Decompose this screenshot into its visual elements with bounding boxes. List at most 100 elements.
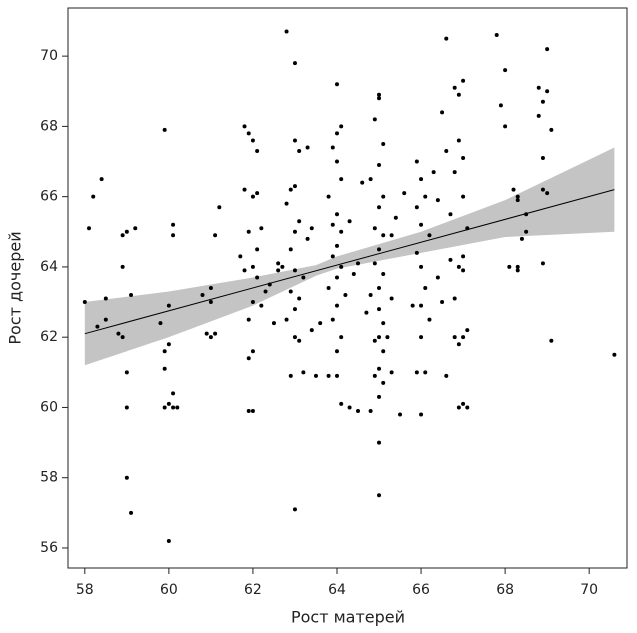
point bbox=[461, 254, 466, 259]
point bbox=[452, 335, 457, 340]
point bbox=[427, 233, 432, 238]
point bbox=[292, 307, 297, 312]
y-tick-label: 64 bbox=[40, 259, 58, 275]
point bbox=[120, 233, 125, 238]
point bbox=[288, 247, 293, 252]
point bbox=[381, 349, 386, 354]
point bbox=[334, 82, 339, 87]
point bbox=[284, 317, 289, 322]
point bbox=[326, 286, 331, 290]
point bbox=[377, 440, 382, 445]
point bbox=[414, 205, 419, 210]
point bbox=[204, 331, 209, 336]
point bbox=[419, 412, 424, 417]
point bbox=[339, 401, 344, 406]
point bbox=[330, 254, 335, 259]
plot-frame bbox=[67, 7, 628, 569]
x-tick-label: 58 bbox=[76, 582, 94, 598]
point bbox=[360, 180, 365, 185]
point bbox=[419, 264, 424, 269]
point bbox=[381, 380, 386, 385]
point bbox=[435, 275, 440, 280]
point bbox=[465, 226, 470, 231]
y-tick-label: 60 bbox=[40, 399, 58, 415]
point bbox=[242, 187, 247, 192]
point bbox=[246, 229, 251, 234]
point bbox=[129, 510, 134, 515]
point bbox=[318, 321, 323, 326]
point bbox=[339, 177, 344, 182]
point bbox=[456, 264, 461, 269]
point bbox=[519, 236, 524, 241]
point bbox=[246, 317, 251, 322]
point bbox=[292, 229, 297, 234]
point bbox=[103, 296, 108, 301]
point bbox=[208, 286, 213, 290]
point bbox=[162, 405, 167, 410]
point bbox=[452, 85, 457, 90]
point bbox=[515, 268, 520, 273]
point bbox=[377, 286, 382, 290]
point bbox=[246, 131, 251, 136]
credible-band bbox=[84, 147, 615, 366]
point bbox=[255, 275, 260, 280]
point bbox=[448, 212, 453, 217]
point bbox=[503, 124, 508, 129]
point bbox=[389, 296, 394, 301]
y-tick-label: 58 bbox=[40, 470, 58, 486]
point bbox=[120, 264, 125, 269]
point bbox=[250, 264, 255, 269]
point bbox=[124, 475, 129, 480]
x-tick-label: 60 bbox=[160, 582, 178, 598]
point bbox=[171, 391, 176, 396]
point bbox=[351, 271, 356, 276]
point bbox=[297, 338, 302, 343]
point bbox=[465, 328, 470, 333]
point bbox=[377, 96, 382, 101]
point bbox=[288, 373, 293, 378]
point bbox=[334, 275, 339, 280]
point bbox=[372, 226, 377, 231]
point bbox=[250, 138, 255, 143]
point bbox=[297, 148, 302, 153]
point bbox=[292, 138, 297, 143]
point bbox=[452, 296, 457, 301]
point bbox=[250, 349, 255, 354]
point bbox=[208, 335, 213, 340]
point bbox=[444, 36, 449, 41]
x-axis-label: Рост матерей bbox=[291, 608, 405, 627]
y-tick-label: 70 bbox=[40, 48, 58, 64]
point bbox=[456, 405, 461, 410]
point bbox=[166, 538, 171, 543]
point bbox=[255, 148, 260, 153]
point bbox=[381, 321, 386, 326]
point bbox=[301, 275, 306, 280]
point bbox=[263, 289, 268, 294]
point bbox=[124, 370, 129, 375]
point bbox=[381, 233, 386, 238]
point bbox=[213, 331, 218, 336]
point bbox=[334, 243, 339, 248]
point bbox=[208, 300, 213, 305]
point bbox=[82, 300, 87, 305]
point bbox=[334, 159, 339, 164]
point bbox=[545, 47, 550, 52]
point bbox=[246, 408, 251, 413]
point bbox=[103, 317, 108, 322]
point bbox=[377, 493, 382, 498]
point bbox=[309, 328, 314, 333]
point bbox=[116, 331, 121, 336]
point bbox=[305, 145, 310, 150]
point bbox=[166, 303, 171, 308]
point bbox=[356, 261, 361, 266]
point bbox=[334, 131, 339, 136]
point bbox=[612, 352, 617, 357]
point bbox=[166, 401, 171, 406]
point bbox=[419, 335, 424, 340]
point bbox=[536, 85, 541, 90]
point bbox=[524, 212, 529, 217]
point bbox=[494, 33, 499, 38]
point bbox=[339, 335, 344, 340]
point bbox=[419, 303, 424, 308]
point bbox=[339, 124, 344, 129]
